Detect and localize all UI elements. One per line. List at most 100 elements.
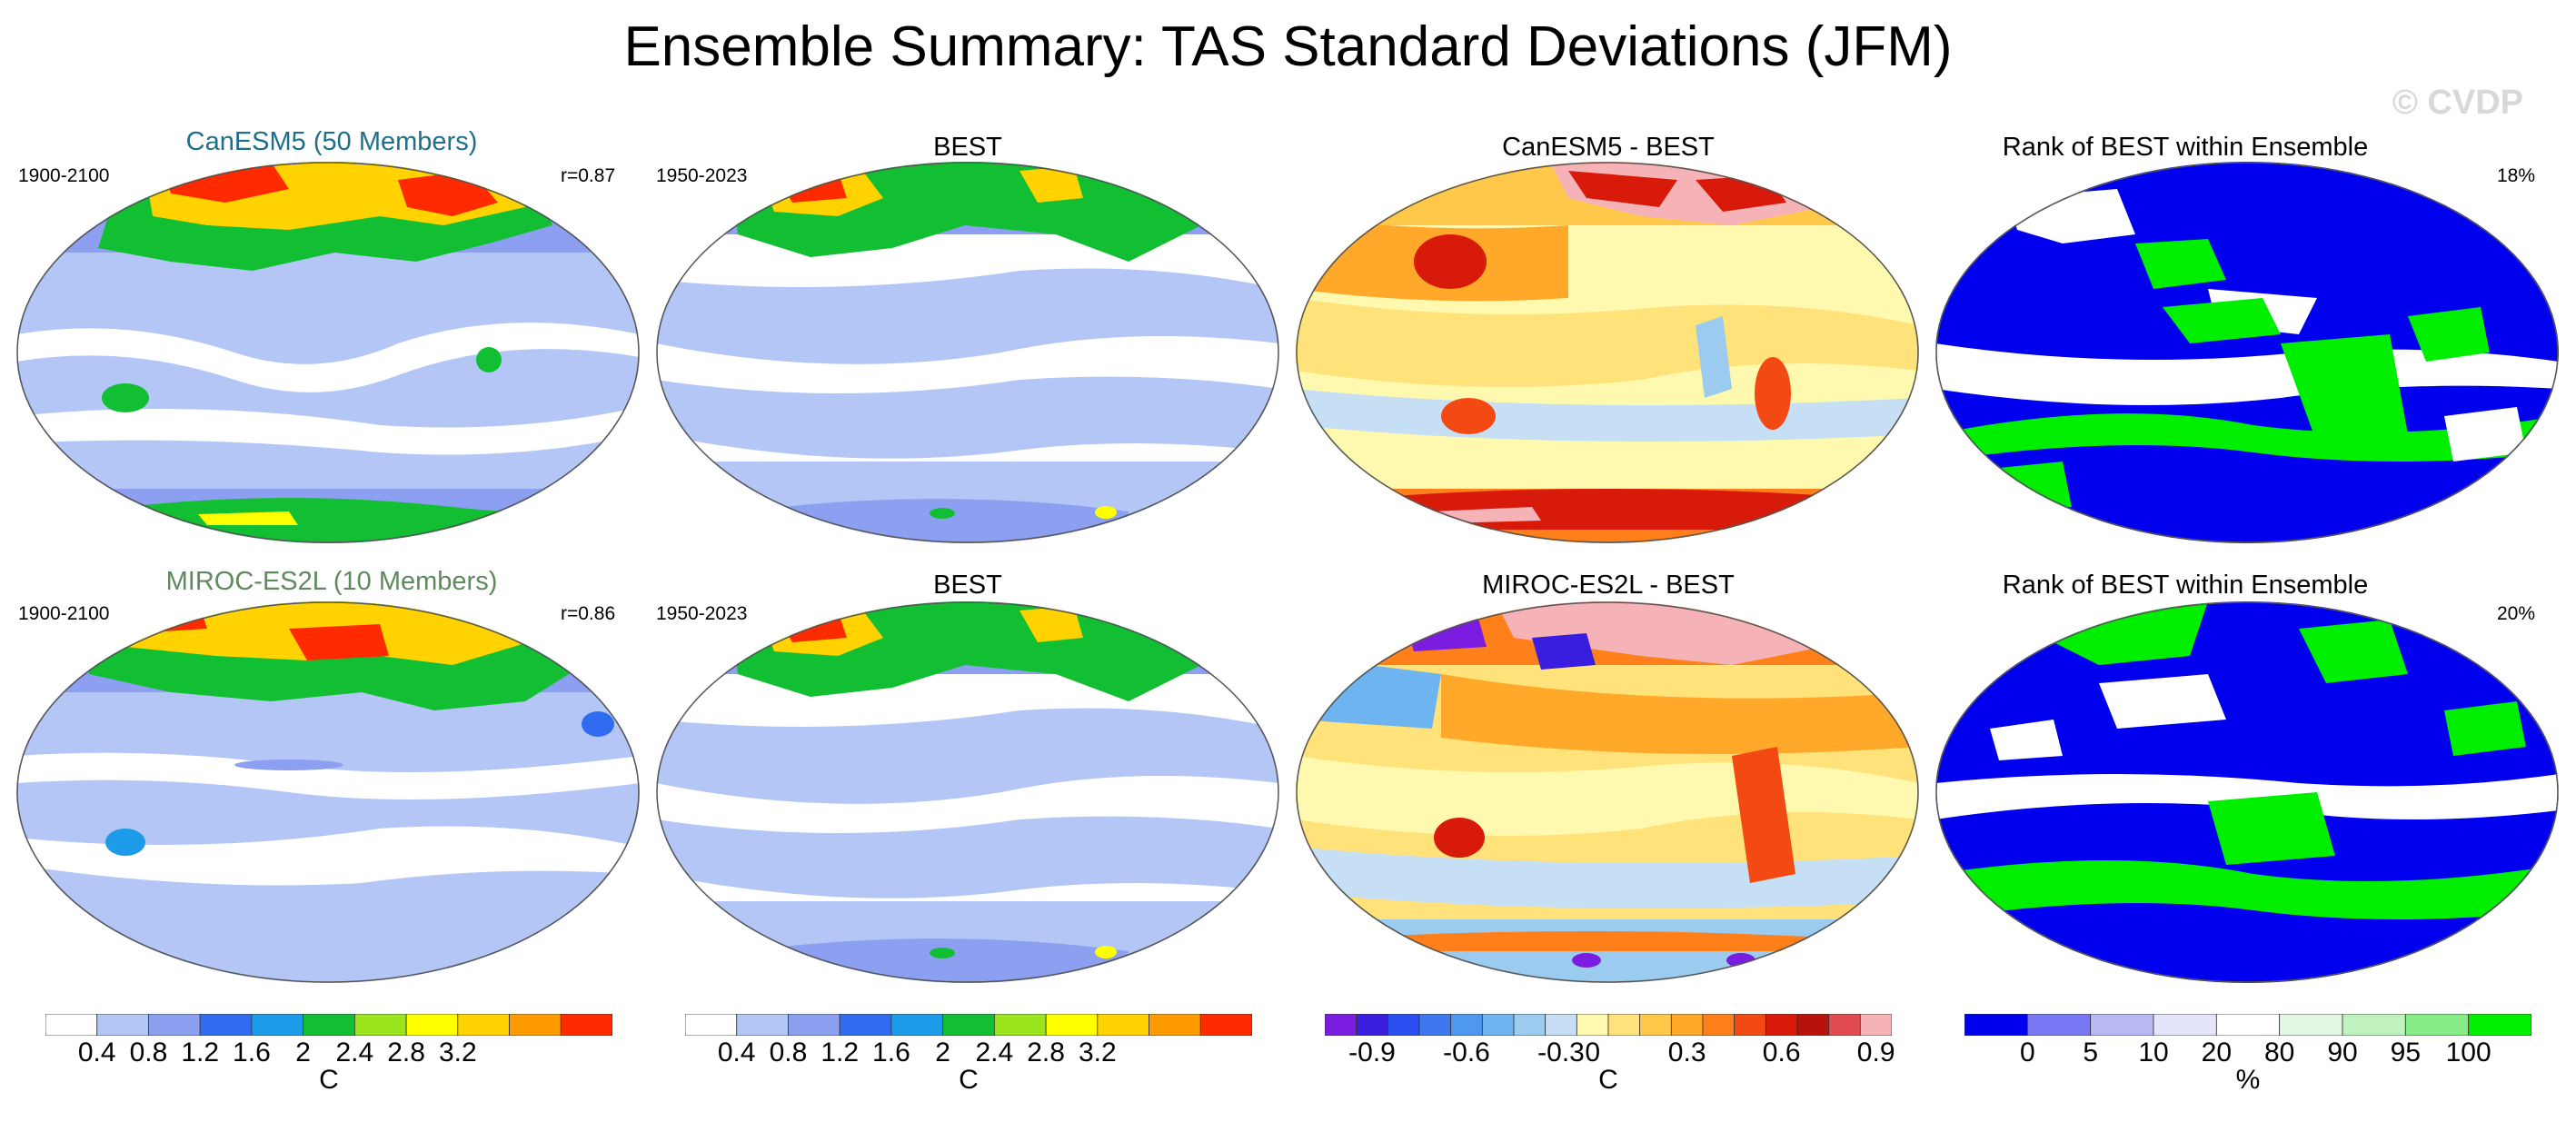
map-model-row2 — [16, 601, 640, 983]
colorbar-rank-box — [2279, 1013, 2343, 1037]
colorbar-diff-tick-label: -0.6 — [1443, 1038, 1490, 1067]
colorbar-diff-box — [1481, 1013, 1515, 1037]
colorbar-obs-box — [993, 1013, 1047, 1037]
model-years-row2: 1900-2100 — [18, 603, 110, 624]
colorbar-obs-box — [942, 1013, 995, 1037]
colorbar-model-tick-label: 3.2 — [438, 1038, 477, 1067]
colorbar-rank-tick-label: 0 — [2019, 1038, 2035, 1067]
rank-title-row2: Rank of BEST within Ensemble — [2002, 571, 2369, 600]
obs-years-row2: 1950-2023 — [656, 603, 748, 624]
colorbar-rank-tick-label: 100 — [2445, 1038, 2491, 1067]
obs-years-row1: 1950-2023 — [656, 165, 748, 186]
colorbar-diff-tick-label: -0.9 — [1348, 1038, 1396, 1067]
colorbar-obs-box — [1149, 1013, 1201, 1037]
colorbar-diff-tick-label: 0.3 — [1667, 1038, 1706, 1067]
obs-title-row1: BEST — [933, 133, 1002, 162]
colorbar-model-box — [45, 1013, 98, 1037]
colorbar-obs-tick-label: 3.2 — [1078, 1038, 1117, 1067]
colorbar-rank-box — [2404, 1013, 2470, 1037]
colorbar-rank-tick-label: 20 — [2201, 1038, 2233, 1067]
colorbar-rank-unit: % — [2235, 1065, 2261, 1095]
colorbar-diff-box — [1576, 1013, 1609, 1037]
colorbar-obs-tick-label: 0.8 — [769, 1038, 808, 1067]
colorbar-diff-box — [1324, 1013, 1358, 1037]
map-diff-row1 — [1296, 162, 1919, 543]
figure-title: Ensemble Summary: TAS Standard Deviation… — [623, 15, 1953, 78]
colorbar-model-tick-label: 2.8 — [387, 1038, 425, 1067]
colorbar-obs-box — [1045, 1013, 1099, 1037]
colorbar-rank-tick-label: 80 — [2263, 1038, 2295, 1067]
colorbar-obs-box — [736, 1013, 789, 1037]
colorbar-diff-boxes — [1324, 1013, 1893, 1037]
colorbar-obs-box — [788, 1013, 840, 1037]
colorbar-rank-tick-label: 95 — [2390, 1038, 2422, 1067]
colorbar-diff-box — [1734, 1013, 1766, 1037]
colorbar-diff-tick-label: -0.3 — [1537, 1038, 1585, 1067]
colorbar-diff-box — [1859, 1013, 1893, 1037]
colorbar-rank-box — [2090, 1013, 2154, 1037]
colorbar-rank-box — [2153, 1013, 2217, 1037]
colorbar-model-box — [457, 1013, 510, 1037]
colorbar-diff-box — [1418, 1013, 1452, 1037]
colorbar-rank-tick-label: 5 — [2083, 1038, 2098, 1067]
colorbar-model-tick-label: 1.6 — [233, 1038, 271, 1067]
colorbar-obs — [684, 1013, 1253, 1037]
colorbar-rank-box — [2026, 1013, 2092, 1037]
colorbar-diff — [1324, 1013, 1893, 1037]
map-obs-row2 — [656, 601, 1279, 983]
colorbar-rank-tick-label: 90 — [2327, 1038, 2358, 1067]
model-corr-row1: r=0.87 — [561, 165, 616, 186]
colorbar-model-box — [303, 1013, 355, 1037]
obs-title-row2: BEST — [933, 571, 1002, 600]
colorbar-obs-tick-label: 0.4 — [717, 1038, 756, 1067]
colorbar-diff-box — [1387, 1013, 1420, 1037]
rank-pct-row1: 18% — [2497, 165, 2536, 186]
colorbar-diff-box — [1513, 1013, 1547, 1037]
colorbar-rank-box — [2215, 1013, 2281, 1037]
colorbar-model-box — [148, 1013, 201, 1037]
colorbar-model-boxes — [45, 1013, 613, 1037]
colorbar-obs-box — [684, 1013, 738, 1037]
colorbar-model-box — [251, 1013, 304, 1037]
colorbar-model-tick-label: 2 — [295, 1038, 311, 1067]
colorbar-diff-box — [1702, 1013, 1736, 1037]
colorbar-obs-box — [890, 1013, 944, 1037]
colorbar-diff-tick-label: 0 — [1585, 1038, 1600, 1067]
colorbar-model-tick-label: 0.8 — [129, 1038, 168, 1067]
colorbar-diff-box — [1639, 1013, 1672, 1037]
colorbar-diff-unit: C — [1598, 1065, 1618, 1095]
colorbar-obs-tick-label: 2.4 — [975, 1038, 1014, 1067]
colorbar-diff-box — [1545, 1013, 1577, 1037]
colorbar-obs-tick-label: 1.6 — [872, 1038, 910, 1067]
rank-pct-row2: 20% — [2497, 603, 2536, 624]
diff-title-row2: MIROC-ES2L - BEST — [1482, 571, 1735, 600]
colorbar-model-tick-label: 2.4 — [335, 1038, 374, 1067]
colorbar-diff-box — [1450, 1013, 1483, 1037]
colorbar-rank-box — [2468, 1013, 2532, 1037]
colorbar-model-box — [405, 1013, 459, 1037]
colorbar-model-box — [353, 1013, 407, 1037]
colorbar-rank-tick-label: 10 — [2138, 1038, 2169, 1067]
colorbar-diff-box — [1765, 1013, 1798, 1037]
colorbar-obs-boxes — [684, 1013, 1253, 1037]
colorbar-diff-box — [1796, 1013, 1830, 1037]
map-rank-row2 — [1935, 601, 2559, 983]
colorbar-model-box — [96, 1013, 149, 1037]
colorbar-rank — [1964, 1013, 2532, 1037]
colorbar-diff-box — [1828, 1013, 1861, 1037]
colorbar-model-box — [199, 1013, 253, 1037]
model-title-row1: CanESM5 (50 Members) — [185, 127, 478, 156]
rank-title-row1: Rank of BEST within Ensemble — [2002, 133, 2369, 162]
colorbar-obs-tick-label: 2 — [935, 1038, 950, 1067]
map-rank-row1 — [1935, 162, 2559, 543]
colorbar-model-tick-label: 0.4 — [77, 1038, 116, 1067]
colorbar-model-unit: C — [319, 1065, 339, 1095]
colorbar-rank-box — [1964, 1013, 2028, 1037]
colorbar-obs-tick-label: 1.2 — [821, 1038, 860, 1067]
watermark: © CVDP — [2392, 84, 2523, 122]
colorbar-obs-box — [1097, 1013, 1149, 1037]
model-corr-row2: r=0.86 — [561, 603, 616, 624]
map-model-row1 — [16, 162, 640, 543]
colorbar-diff-box — [1670, 1013, 1704, 1037]
model-title-row2: MIROC-ES2L (10 Members) — [165, 567, 498, 596]
